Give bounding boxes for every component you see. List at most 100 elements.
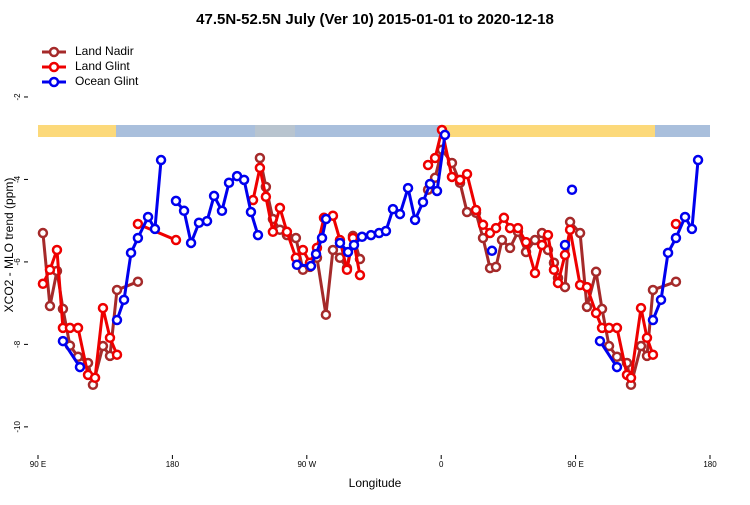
data-point [316, 232, 328, 244]
data-point [327, 244, 339, 256]
data-point [679, 211, 691, 223]
data-point [422, 159, 434, 171]
data-point [512, 222, 524, 234]
data-point [431, 185, 443, 197]
y-tick-label: -4 [13, 175, 22, 183]
data-point [341, 264, 353, 275]
data-point [566, 184, 578, 195]
land-band [440, 125, 655, 137]
legend-marker [48, 46, 60, 58]
data-point [655, 294, 667, 306]
data-point [686, 223, 698, 235]
data-point [611, 361, 623, 373]
legend-label: Ocean Glint [75, 74, 139, 88]
land-ocean-strip [38, 125, 710, 137]
data-point [590, 307, 602, 319]
y-tick-label: -6 [13, 258, 22, 266]
data-point [201, 215, 213, 227]
land-band [38, 125, 116, 137]
legend-label: Land Nadir [75, 44, 134, 58]
data-point [267, 226, 279, 238]
data-point [291, 259, 303, 271]
data-point [149, 223, 161, 235]
data-point [439, 129, 451, 141]
data-point [342, 246, 354, 258]
data-point [142, 211, 154, 223]
data-point [611, 322, 623, 334]
data-point [486, 245, 498, 257]
data-point [216, 205, 228, 217]
data-point [57, 335, 69, 347]
data-point [402, 182, 414, 194]
data-point [193, 217, 205, 228]
data-point [641, 332, 653, 344]
data-point [496, 234, 508, 246]
x-axis-label: Longitude [349, 476, 402, 490]
x-tick-label: 180 [166, 460, 180, 469]
data-point [64, 322, 76, 334]
data-point [670, 232, 682, 244]
data-point [603, 340, 615, 352]
data-point [387, 203, 399, 215]
y-tick-label: -2 [13, 93, 22, 101]
data-point [155, 154, 167, 166]
data-point [185, 237, 197, 249]
data-point [647, 349, 659, 360]
data-point [498, 212, 510, 224]
x-tick-label: 90 E [30, 460, 46, 469]
data-point [305, 260, 317, 272]
data-point [354, 269, 366, 281]
data-point [635, 302, 647, 314]
data-point [429, 152, 441, 164]
data-point [254, 162, 266, 174]
y-tick-label: -10 [13, 421, 22, 433]
data-point [111, 284, 123, 296]
data-point [178, 205, 190, 217]
data-point [111, 349, 123, 360]
data-point [635, 340, 647, 352]
data-point [125, 247, 137, 259]
data-point [574, 227, 586, 239]
data-point [529, 234, 541, 246]
chart-title: 47.5N-52.5N July (Ver 10) 2015-01-01 to … [196, 11, 554, 28]
data-point [208, 190, 220, 202]
data-point [238, 174, 250, 186]
data-point [446, 171, 458, 183]
data-point [504, 242, 516, 254]
data-point [461, 168, 473, 180]
data-point [118, 294, 130, 306]
data-point [170, 195, 182, 207]
data-point [111, 314, 123, 326]
x-tick-label: 90 E [567, 460, 583, 469]
data-point [365, 229, 377, 241]
data-point [692, 154, 704, 166]
data-point [542, 229, 554, 241]
data-point [104, 332, 116, 344]
data-point [320, 213, 332, 225]
y-tick-label: -8 [13, 340, 22, 348]
data-point [51, 244, 63, 256]
data-point [477, 232, 489, 244]
x-tick-label: 90 W [297, 460, 316, 469]
data-point [356, 231, 368, 243]
data-point [72, 322, 84, 334]
x-tick-label: 180 [703, 460, 717, 469]
data-point [590, 266, 602, 278]
data-point [44, 300, 56, 312]
data-point [662, 247, 674, 259]
data-point [310, 248, 322, 260]
data-point [490, 261, 502, 273]
data-point [520, 236, 532, 248]
legend-label: Land Glint [75, 59, 130, 73]
data-point [552, 277, 564, 289]
data-point [394, 208, 406, 220]
data-point [132, 218, 144, 230]
data-point [260, 191, 272, 203]
data-point [670, 276, 682, 287]
data-point [594, 335, 606, 347]
data-point [170, 234, 182, 246]
data-point [274, 202, 286, 214]
x-tick-label: 0 [439, 460, 444, 469]
data-point [625, 372, 637, 384]
